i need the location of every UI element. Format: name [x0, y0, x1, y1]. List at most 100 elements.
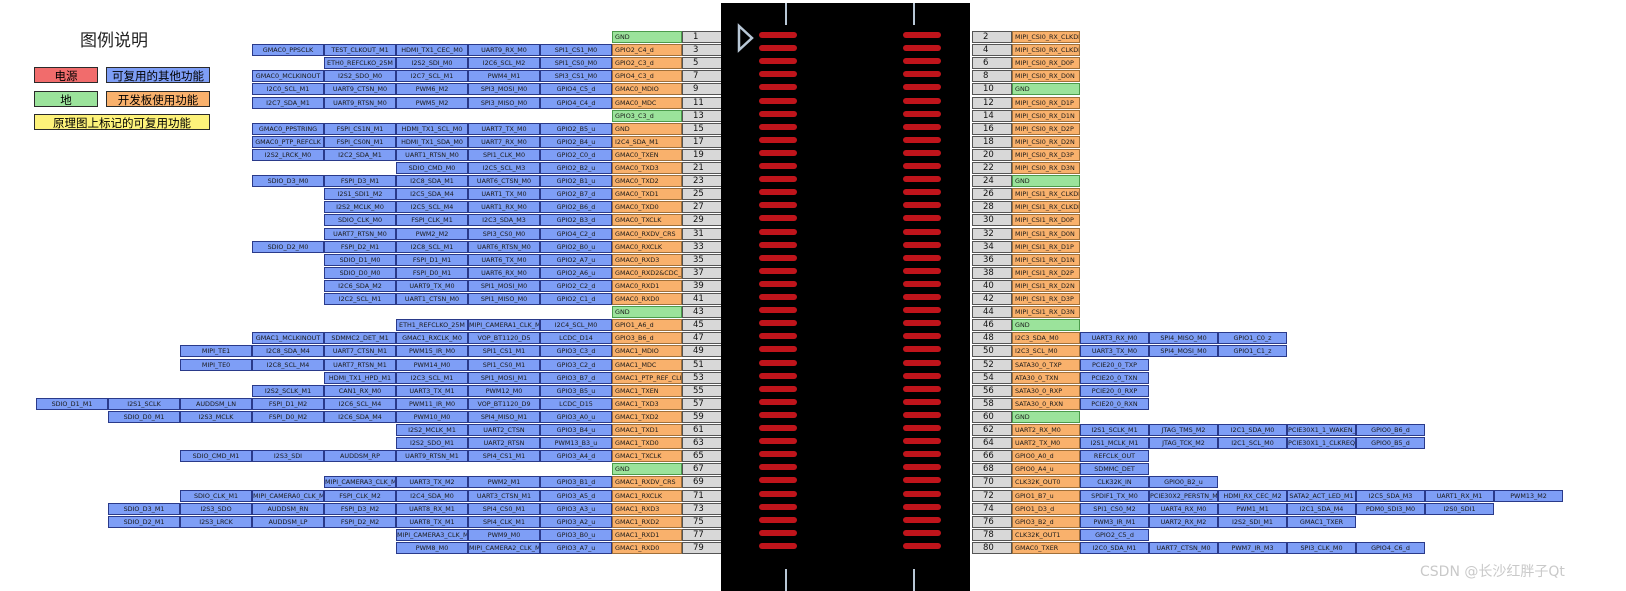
- pin-number: 10: [972, 83, 1012, 96]
- connector-slot: [903, 241, 941, 248]
- pin-number: 33: [682, 240, 722, 253]
- pin-alt-function: GPIO0_B6_d: [1356, 424, 1425, 436]
- pin-alt-function: PWM8_M0: [396, 541, 468, 554]
- pin-alt-function: PWM3_IR_M1: [1080, 515, 1149, 528]
- pin-alt-function: MIPI_CAMERA2_CLK_M1: [468, 541, 540, 554]
- pin-alt-function: I2C6_SDA_M4: [324, 410, 396, 423]
- pin-alt-function: I2S2_LRCK_M0: [252, 148, 324, 161]
- connector-slot: [759, 529, 797, 536]
- connector-slot: [759, 163, 797, 169]
- pin-number: 67: [682, 463, 722, 476]
- connector-slot: [759, 294, 797, 300]
- pin-alt-function: I2S3_MCLK: [180, 410, 252, 423]
- pin-alt-function: FSPI_D0_M2: [252, 410, 324, 423]
- pin-number: 48: [972, 332, 1012, 345]
- pin-alt-function: I2C5_SDA_M4: [396, 188, 468, 201]
- pin-alt-function: UART7_CTSN_M0: [1149, 541, 1218, 554]
- connector-slot: [903, 149, 941, 156]
- pin-alt-function: MIPI_TE1: [180, 345, 252, 358]
- pin-alt-function: SDIO_CMD_M0: [396, 162, 468, 174]
- pin-alt-function: SDIO_D1_M1: [36, 397, 108, 410]
- pin-alt-function: PWM9_M0: [468, 528, 540, 541]
- pin-number: 16: [972, 122, 1012, 135]
- pin-own-function: GMAC1_TXD3: [612, 397, 682, 410]
- connector-slot: [903, 398, 941, 405]
- connector-slot: [903, 71, 941, 78]
- pin-alt-function: PWM6_M2: [396, 83, 468, 96]
- pin-alt-function: UART1_TX_M0: [468, 188, 540, 201]
- pin-alt-function: SPI3_CS1_M0: [540, 70, 612, 83]
- pin-alt-function: SATA2_ACT_LED_M1: [1287, 489, 1356, 502]
- connector-slot: [759, 280, 797, 287]
- pin-own-function: GMAC1_RXD2: [612, 515, 682, 528]
- pin-alt-function: UART3_RX_M0: [1080, 332, 1149, 345]
- pin-alt-function: HDMI_TX1_HPD_M1: [324, 371, 396, 384]
- pin-number: 23: [682, 175, 722, 188]
- pin-alt-function: I2C1_SDA_M4: [1287, 502, 1356, 515]
- connector-slot: [903, 84, 941, 91]
- pin-alt-function: PWM1_M1: [1218, 502, 1287, 515]
- pin-alt-function: GPIO2_B1_u: [540, 175, 612, 188]
- pin-alt-function: SDIO_D3_M0: [252, 175, 324, 188]
- connector-slot: [759, 425, 797, 431]
- pin-number: 50: [972, 345, 1012, 358]
- connector-slot: [903, 215, 941, 222]
- pin-number: 45: [682, 319, 722, 332]
- pin-alt-function: GPIO2_C2_d: [540, 279, 612, 292]
- pin-alt-function: GMAC0_PTP_REFCLK: [252, 135, 324, 148]
- pin-own-function: UART2_TX_M0: [1012, 437, 1080, 450]
- pin-own-function: GPIO1_B7_u: [1012, 489, 1080, 502]
- pin-alt-function: PWM5_M2: [396, 96, 468, 109]
- pin-number: 78: [972, 528, 1012, 541]
- pin-own-function: MIPI_CSI1_RX_D1N: [1012, 253, 1080, 266]
- pin-alt-function: GPIO3_A4_d: [540, 450, 612, 463]
- pin-alt-function: PCIE20_0_RXN: [1080, 397, 1149, 410]
- pin-alt-function: I2C5_SDA_M3: [1356, 489, 1425, 502]
- connector-slot: [759, 333, 797, 340]
- connector-slot: [903, 163, 941, 169]
- pin-number: 3: [682, 44, 722, 57]
- pin-alt-function: I2C3_SCL_M1: [396, 371, 468, 384]
- pin-alt-function: SDIO_CLK_M1: [180, 489, 252, 502]
- pin-number: 75: [682, 515, 722, 528]
- pin-alt-function: I2C5_SCL_M3: [468, 162, 540, 174]
- pin-alt-function: SPDIF1_TX_M0: [1080, 489, 1149, 502]
- pin-alt-function: GPIO3_C3_d: [540, 345, 612, 358]
- pin-number: 41: [682, 293, 722, 305]
- pin-own-function: UART2_RX_M0: [1012, 424, 1080, 436]
- pin-alt-function: GPIO4_C5_d: [540, 83, 612, 96]
- pin-alt-function: SPI3_CS0_M0: [468, 227, 540, 240]
- pin-number: 2: [972, 31, 1012, 43]
- pin-number: 65: [682, 450, 722, 463]
- pin-own-function: GND: [1012, 319, 1080, 332]
- pin-own-function: MIPI_CSI1_RX_D2P: [1012, 266, 1080, 279]
- pin-alt-function: PWM15_IR_M0: [396, 345, 468, 358]
- legend-item: 原理图上标记的可复用功能: [34, 114, 210, 130]
- pin-number: 13: [682, 109, 722, 122]
- connector-slot: [903, 110, 941, 117]
- connector-slot: [759, 451, 797, 458]
- connector-slot: [903, 451, 941, 458]
- pin-alt-function: GMAC0_MCLKINOUT: [252, 70, 324, 83]
- pin-own-function: GMAC1_RXD1: [612, 528, 682, 541]
- pin-alt-function: FSPI_CLK_M2: [324, 489, 396, 502]
- pin-alt-function: GPIO3_C2_d: [540, 358, 612, 371]
- pin-alt-function: UART3_TX_M2: [396, 476, 468, 489]
- pin-alt-function: PCIE30X1_1_CLKREQN_M0: [1287, 437, 1356, 450]
- pin-alt-function: UART7_TX_M0: [468, 122, 540, 135]
- pin-alt-function: I2S1_SCLK_M1: [1080, 424, 1149, 436]
- pin-number: 68: [972, 463, 1012, 476]
- connector-slot: [903, 202, 941, 209]
- pin-own-function: MIPI_CSI1_RX_D0N: [1012, 227, 1080, 240]
- pin-own-function: MIPI_CSI0_RX_D3P: [1012, 148, 1080, 161]
- pin-own-function: MIPI_CSI0_RX_D0P: [1012, 57, 1080, 70]
- pin-alt-function: I2C8_SDA_M4: [252, 345, 324, 358]
- pin-alt-function: GPIO0_B5_d: [1356, 437, 1425, 450]
- pin-own-function: GND: [612, 122, 682, 135]
- pin-own-function: GMAC0_RXCLK: [612, 240, 682, 253]
- pin-number: 32: [972, 227, 1012, 240]
- pin-alt-function: AUDDSM_RN: [252, 502, 324, 515]
- pin-alt-function: MIPI_TE0: [180, 358, 252, 371]
- pin-number: 49: [682, 345, 722, 358]
- pin-own-function: GND: [1012, 175, 1080, 188]
